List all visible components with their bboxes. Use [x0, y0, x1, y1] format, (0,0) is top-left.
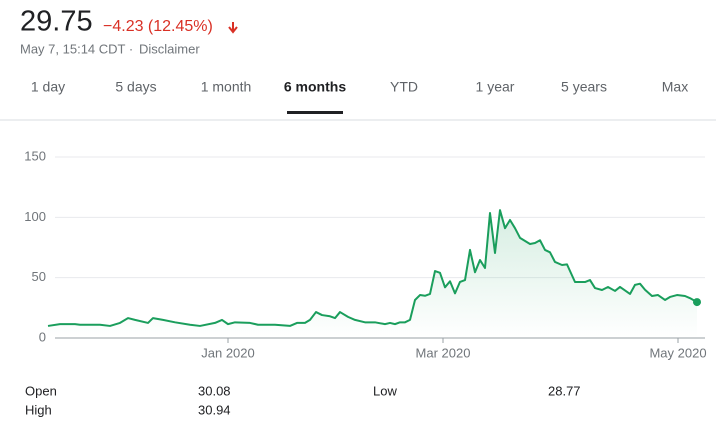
last-point [693, 298, 701, 307]
tab-underline [287, 111, 343, 114]
tab[interactable]: 1 day [31, 79, 65, 95]
tab[interactable]: 1 month [201, 79, 252, 95]
stat-value: 30.94 [198, 402, 231, 417]
y-tick-label: 150 [24, 148, 46, 163]
area [48, 210, 697, 338]
y-tick-label: 100 [24, 209, 46, 224]
stat-label: Open [25, 383, 57, 398]
price-change: −4.23 (12.45%) [103, 18, 213, 35]
stat-value: 30.08 [198, 383, 231, 398]
tab[interactable]: 5 days [115, 79, 156, 95]
stat-label: Low [373, 383, 397, 398]
price: 29.75 [20, 6, 93, 38]
tab[interactable]: 1 year [476, 79, 515, 95]
price-line [47, 209, 698, 327]
y-tick-label: 50 [32, 269, 46, 284]
down-arrow [228, 22, 238, 34]
timestamp: May 7, 15:14 CDT · [20, 41, 133, 56]
tab[interactable]: 6 months [284, 79, 346, 95]
x-tick-label: Mar 2020 [416, 345, 471, 360]
stat-value: 28.77 [548, 383, 581, 398]
tab[interactable]: 5 years [561, 79, 607, 95]
x-tick-label: May 2020 [649, 345, 706, 360]
disclaimer-link[interactable]: Disclaimer [139, 41, 200, 56]
stat-label: High [25, 402, 52, 417]
y-tick-label: 0 [39, 329, 46, 344]
tab[interactable]: YTD [390, 79, 418, 95]
tab[interactable]: Max [662, 79, 688, 95]
x-tick-label: Jan 2020 [201, 345, 255, 360]
